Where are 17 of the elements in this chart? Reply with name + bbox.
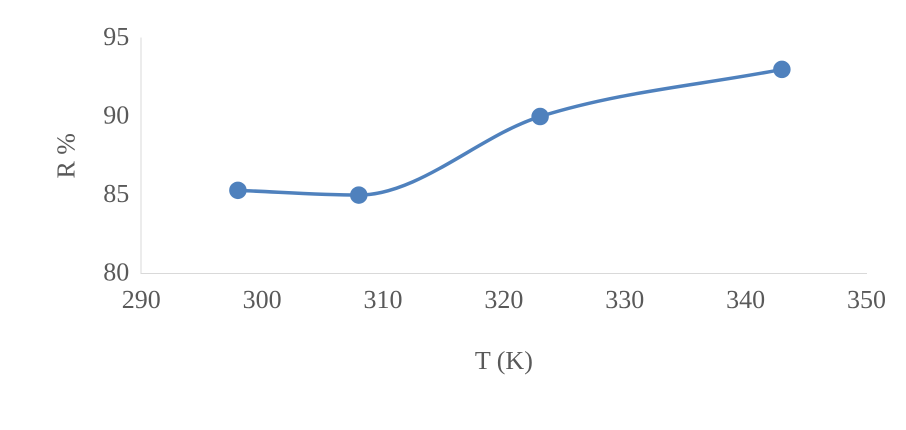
x-tick-label: 350 xyxy=(847,285,886,314)
point xyxy=(531,108,549,126)
x-tick-label: 300 xyxy=(242,285,282,314)
point xyxy=(773,60,791,78)
x-tick-label: 320 xyxy=(484,285,524,314)
x-tick-label: 330 xyxy=(605,285,644,314)
x-tick-label: 290 xyxy=(122,285,161,314)
x-tick-label: 310 xyxy=(363,285,402,314)
point xyxy=(229,182,247,200)
y-tick-label: 80 xyxy=(103,257,130,286)
x-tick-label: 340 xyxy=(726,285,766,314)
point xyxy=(350,186,368,204)
y-tick-label: 85 xyxy=(103,178,130,208)
x-axis-title: T (K) xyxy=(474,346,533,376)
y-tick-label: 95 xyxy=(103,22,130,51)
y-tick-label: 90 xyxy=(103,100,130,130)
y-axis-title: R % xyxy=(51,133,80,179)
